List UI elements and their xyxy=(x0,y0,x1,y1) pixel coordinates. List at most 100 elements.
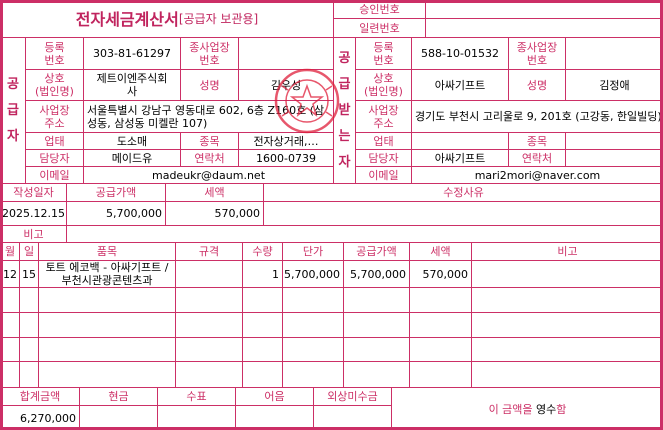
supplier-rep-name: 김우성 xyxy=(238,69,334,101)
supplier-phone: 1600-0739 xyxy=(238,149,334,167)
summary-date-label: 작성일자 xyxy=(0,183,67,202)
supplier-name-label: 상호 (법인명) xyxy=(25,69,84,101)
buyer-contact-label: 담당자 xyxy=(355,149,412,167)
items-row-cell xyxy=(19,287,39,313)
items-row-cell xyxy=(409,312,472,338)
buyer-address: 경기도 부천시 고리울로 9, 201호 (고강동, 한일빌딩) xyxy=(411,100,663,133)
items-row-cell xyxy=(242,287,283,313)
items-header-col: 세액 xyxy=(409,242,472,261)
items-row-cell xyxy=(242,337,283,362)
supplier-address-label: 사업장 주소 xyxy=(25,100,84,133)
items-row-cell: 12 xyxy=(0,260,20,288)
items-header-col: 단가 xyxy=(282,242,344,261)
buyer-biz-type-label: 업태 xyxy=(355,132,412,150)
supplier-reg-no-label: 등록 번호 xyxy=(25,37,84,70)
items-row-cell xyxy=(282,312,344,338)
serial-number-label: 일련번호 xyxy=(333,18,426,38)
items-row-cell xyxy=(409,287,472,313)
items-row-cell xyxy=(175,260,243,288)
receipt-statement: 이 금액을 영수 함 xyxy=(391,387,663,430)
items-row-cell xyxy=(175,337,243,362)
summary-supply-label: 공급가액 xyxy=(66,183,166,202)
supplier-phone-label: 연락처 xyxy=(180,149,239,167)
receipt-prefix: 이 금액을 xyxy=(488,402,537,416)
note-label: 비고 xyxy=(0,225,67,243)
items-header-col: 규격 xyxy=(175,242,243,261)
items-row-cell xyxy=(343,287,410,313)
footer-value xyxy=(313,405,392,430)
buyer-sub-biz xyxy=(565,37,663,70)
footer-value xyxy=(235,405,314,430)
supplier-company-name: 제트이엔주식회 사 xyxy=(83,69,181,101)
items-row-cell xyxy=(409,337,472,362)
items-row-cell xyxy=(343,361,410,388)
buyer-reg-no: 588-10-01532 xyxy=(411,37,509,70)
items-row-cell xyxy=(19,361,39,388)
items-row-cell xyxy=(343,337,410,362)
items-row-cell xyxy=(175,361,243,388)
summary-tax-label: 세액 xyxy=(165,183,264,202)
items-row-cell xyxy=(282,337,344,362)
buyer-section-label-text: 공급받는자 xyxy=(338,50,351,170)
supplier-sub-biz-label: 종사업장 번호 xyxy=(180,37,239,70)
footer-value xyxy=(157,405,236,430)
items-row-cell xyxy=(471,312,663,338)
items-row-cell xyxy=(471,337,663,362)
buyer-email: mari2mori@naver.com xyxy=(411,166,663,184)
buyer-company-name: 아싸기프트 xyxy=(411,69,509,101)
supplier-contact-label: 담당자 xyxy=(25,149,84,167)
items-header-col: 비고 xyxy=(471,242,663,261)
footer-header: 수표 xyxy=(157,387,236,406)
receipt-mark: 영수 xyxy=(536,402,557,416)
footer-header: 현금 xyxy=(79,387,158,406)
items-row-cell xyxy=(38,337,176,362)
summary-reason xyxy=(263,201,663,226)
items-row-cell xyxy=(38,287,176,313)
approval-number-label: 승인번호 xyxy=(333,0,426,19)
buyer-contact: 아싸기프트 xyxy=(411,149,509,167)
items-row-cell xyxy=(175,287,243,313)
supplier-biz-type: 도소매 xyxy=(83,132,181,150)
items-row-cell xyxy=(409,361,472,388)
items-row-cell: 5,700,000 xyxy=(343,260,410,288)
buyer-section-label: 공급받는자 xyxy=(333,37,356,184)
items-row-cell xyxy=(282,287,344,313)
invoice-title: 전자세금계산서 [공급자 보관용] xyxy=(0,0,334,38)
items-row-cell xyxy=(282,361,344,388)
receipt-suffix: 함 xyxy=(556,402,567,416)
supplier-reg-no: 303-81-61297 xyxy=(83,37,181,70)
summary-tax: 570,000 xyxy=(165,201,264,226)
supplier-email-label: 이메일 xyxy=(25,166,84,184)
items-row-cell: 570,000 xyxy=(409,260,472,288)
buyer-name-label: 상호 (법인명) xyxy=(355,69,412,101)
summary-supply: 5,700,000 xyxy=(66,201,166,226)
supplier-contact: 메이드유 xyxy=(83,149,181,167)
footer-value: 6,270,000 xyxy=(0,405,80,430)
items-row-cell xyxy=(19,337,39,362)
items-header-col: 품목 xyxy=(38,242,176,261)
items-row-cell xyxy=(19,312,39,338)
items-row-cell: 15 xyxy=(19,260,39,288)
buyer-sub-biz-label: 종사업장 번호 xyxy=(508,37,566,70)
items-header-col: 공급가액 xyxy=(343,242,410,261)
supplier-section-label-text: 공급자 xyxy=(7,76,19,144)
items-row-cell xyxy=(471,361,663,388)
buyer-phone xyxy=(565,149,663,167)
title-text: 전자세금계산서 xyxy=(75,9,179,29)
items-row-cell xyxy=(242,312,283,338)
items-header-col: 월 xyxy=(0,242,20,261)
supplier-address: 서울특별시 강남구 영동대로 602, 6층 Z160호 (삼성동, 삼성동 미… xyxy=(83,100,334,133)
supplier-section-label: 공급자 xyxy=(0,37,26,184)
footer-value xyxy=(79,405,158,430)
supplier-biz-type-label: 업태 xyxy=(25,132,84,150)
items-row-cell: 1 xyxy=(242,260,283,288)
summary-reason-label: 수정사유 xyxy=(263,183,663,202)
items-row-cell xyxy=(0,312,20,338)
items-header-col: 일 xyxy=(19,242,39,261)
approval-number-value xyxy=(425,0,663,19)
items-row-cell xyxy=(471,260,663,288)
items-row-cell xyxy=(38,361,176,388)
items-row-cell xyxy=(0,361,20,388)
supplier-email: madeukr@daum.net xyxy=(83,166,334,184)
